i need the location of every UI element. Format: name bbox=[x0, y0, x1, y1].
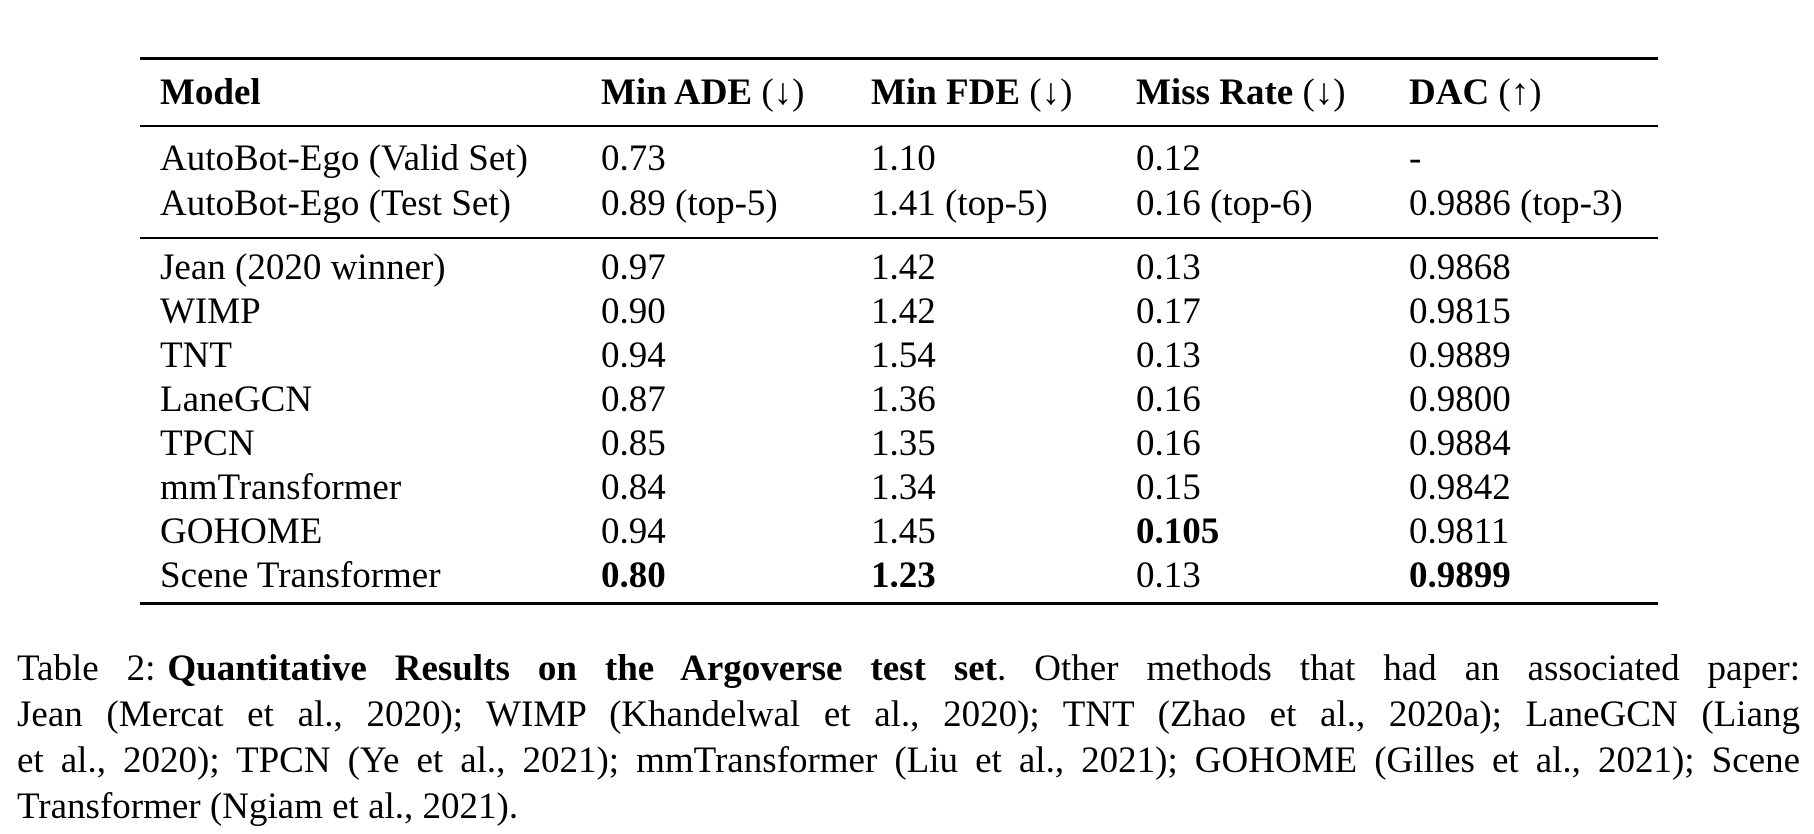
table-bottom-rule bbox=[140, 602, 1658, 605]
table-row: Scene Transformer 0.80 1.23 0.13 0.9899 bbox=[140, 553, 1658, 597]
metric-value-cell: 0.84 bbox=[601, 466, 666, 508]
table-row: Jean (2020 winner) 0.97 1.42 0.13 0.9868 bbox=[140, 245, 1658, 289]
model-name-cell: mmTransformer bbox=[160, 466, 402, 508]
metric-value-cell: 0.90 bbox=[601, 290, 666, 332]
model-name-cell: Scene Transformer bbox=[160, 554, 441, 596]
metric-value-cell: 0.9886 (top-3) bbox=[1409, 183, 1623, 224]
metric-value-cell: 0.9868 bbox=[1409, 246, 1511, 288]
model-name-cell: GOHOME bbox=[160, 510, 323, 552]
column-header-label: Model bbox=[160, 72, 261, 113]
table-mid-rule bbox=[140, 237, 1658, 239]
table-row: WIMP 0.90 1.42 0.17 0.9815 bbox=[140, 289, 1658, 333]
metric-value-cell: 1.41 (top-5) bbox=[871, 183, 1048, 224]
metric-value-cell: 0.9889 bbox=[1409, 334, 1511, 376]
up-arrow-icon: (↑) bbox=[1498, 72, 1542, 113]
metric-value-cell: 0.9800 bbox=[1409, 378, 1511, 420]
metric-value-cell: 1.35 bbox=[871, 422, 936, 464]
caption-line-4: Transformer (Ngiam et al., 2021). bbox=[17, 786, 519, 827]
metric-value-cell: 0.9811 bbox=[1409, 510, 1510, 552]
model-name-cell: AutoBot-Ego (Valid Set) bbox=[160, 138, 528, 179]
table-row: AutoBot-Ego (Valid Set) 0.73 1.10 0.12 - bbox=[140, 136, 1658, 181]
column-header-label: DAC bbox=[1409, 72, 1490, 113]
metric-value-cell: 0.13 bbox=[1136, 334, 1201, 376]
metric-value-cell: 0.13 bbox=[1136, 554, 1201, 596]
model-name-cell: TPCN bbox=[160, 422, 255, 464]
table-row: TPCN 0.85 1.35 0.16 0.9884 bbox=[140, 421, 1658, 465]
metric-value-cell: 0.9884 bbox=[1409, 422, 1511, 464]
metric-value-cell: 0.15 bbox=[1136, 466, 1201, 508]
metric-value-cell: - bbox=[1409, 138, 1422, 179]
metric-value-cell: 0.16 bbox=[1136, 422, 1201, 464]
table-row: mmTransformer 0.84 1.34 0.15 0.9842 bbox=[140, 465, 1658, 509]
table-top-rule bbox=[140, 57, 1658, 60]
metric-value-cell: 0.89 (top-5) bbox=[601, 183, 778, 224]
metric-value-cell: 0.87 bbox=[601, 378, 666, 420]
caption-text: . Other methods that had an associated p… bbox=[997, 648, 1801, 689]
metric-value-cell: 0.94 bbox=[601, 334, 666, 376]
table-row: LaneGCN 0.87 1.36 0.16 0.9800 bbox=[140, 377, 1658, 421]
column-header-label: Min ADE bbox=[601, 72, 753, 113]
metric-value-cell: 0.94 bbox=[601, 510, 666, 552]
caption-table-number: Table 2: bbox=[17, 648, 156, 689]
metric-value-cell: 1.42 bbox=[871, 246, 936, 288]
model-name-cell: Jean (2020 winner) bbox=[160, 246, 446, 288]
metric-value-cell: 0.12 bbox=[1136, 138, 1201, 179]
down-arrow-icon: (↓) bbox=[761, 72, 805, 113]
caption-line-3: et al., 2020); TPCN (Ye et al., 2021); m… bbox=[17, 740, 1800, 781]
column-header-label: Min FDE bbox=[871, 72, 1021, 113]
down-arrow-icon: (↓) bbox=[1029, 72, 1073, 113]
metric-value-cell: 0.97 bbox=[601, 246, 666, 288]
metric-value-cell: 0.16 (top-6) bbox=[1136, 183, 1313, 224]
metric-value-cell: 1.45 bbox=[871, 510, 936, 552]
table-row: AutoBot-Ego (Test Set) 0.89 (top-5) 1.41 (… bbox=[140, 181, 1658, 226]
caption-line-2: Jean (Mercat et al., 2020); WIMP (Khande… bbox=[17, 694, 1800, 735]
column-header-label: Miss Rate bbox=[1136, 72, 1294, 113]
results-table: Model Min ADE (↓) Min FDE (↓) Miss Rate … bbox=[140, 57, 1658, 605]
metric-value-cell: 1.10 bbox=[871, 138, 936, 179]
metric-value-cell: 0.9842 bbox=[1409, 466, 1511, 508]
column-header-dac: DAC (↑) bbox=[1409, 71, 1658, 114]
table-section-baselines: Jean (2020 winner) 0.97 1.42 0.13 0.9868 WIMP… bbox=[140, 239, 1658, 602]
model-name-cell: AutoBot-Ego (Test Set) bbox=[160, 183, 511, 224]
table-caption: Table 2: Quantitative Results on the Argo… bbox=[17, 646, 1800, 830]
column-header-model: Model bbox=[140, 71, 601, 114]
metric-value-cell: 0.85 bbox=[601, 422, 666, 464]
metric-value-cell: 0.13 bbox=[1136, 246, 1201, 288]
metric-value-cell: 0.16 bbox=[1136, 378, 1201, 420]
metric-value-cell: 1.23 bbox=[871, 554, 936, 596]
metric-value-cell: 0.105 bbox=[1136, 510, 1220, 552]
metric-value-cell: 1.34 bbox=[871, 466, 936, 508]
model-name-cell: WIMP bbox=[160, 290, 261, 332]
metric-value-cell: 0.80 bbox=[601, 554, 666, 596]
table-header-row: Model Min ADE (↓) Min FDE (↓) Miss Rate … bbox=[140, 60, 1658, 125]
metric-value-cell: 0.9899 bbox=[1409, 554, 1511, 596]
metric-value-cell: 1.54 bbox=[871, 334, 936, 376]
table-header-rule bbox=[140, 125, 1658, 127]
column-header-min-ade: Min ADE (↓) bbox=[601, 71, 871, 114]
model-name-cell: TNT bbox=[160, 334, 232, 376]
metric-value-cell: 0.73 bbox=[601, 138, 666, 179]
metric-value-cell: 1.36 bbox=[871, 378, 936, 420]
column-header-min-fde: Min FDE (↓) bbox=[871, 71, 1136, 114]
metric-value-cell: 0.17 bbox=[1136, 290, 1201, 332]
table-section-autobot: AutoBot-Ego (Valid Set) 0.73 1.10 0.12- Auto… bbox=[140, 127, 1658, 237]
caption-title: Quantitative Results on the Argoverse te… bbox=[167, 648, 998, 689]
table-row: GOHOME 0.94 1.45 0.105 0.9811 bbox=[140, 509, 1658, 553]
model-name-cell: LaneGCN bbox=[160, 378, 313, 420]
caption-line-1: Table 2: Quantitative Results on the Argo… bbox=[17, 646, 1800, 692]
down-arrow-icon: (↓) bbox=[1302, 72, 1346, 113]
table-row: TNT 0.94 1.54 0.13 0.9889 bbox=[140, 333, 1658, 377]
metric-value-cell: 0.9815 bbox=[1409, 290, 1511, 332]
column-header-miss-rate: Miss Rate (↓) bbox=[1136, 71, 1409, 114]
metric-value-cell: 1.42 bbox=[871, 290, 936, 332]
